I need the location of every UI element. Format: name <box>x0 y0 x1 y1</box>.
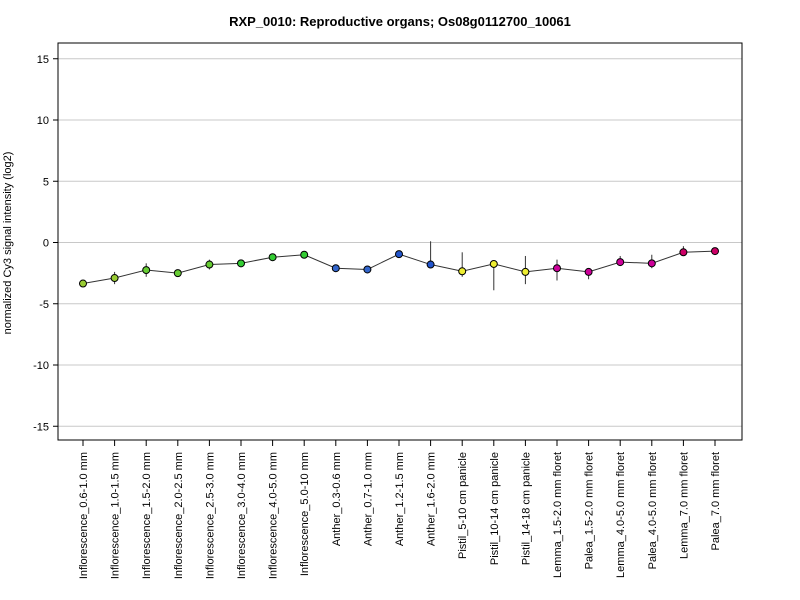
data-point <box>458 267 467 276</box>
data-point <box>489 259 498 268</box>
data-point <box>553 264 561 273</box>
data-point <box>142 266 151 275</box>
data-point <box>616 258 625 267</box>
x-tick-label: Inflorescence_3.0-4.0 mm <box>236 452 248 579</box>
x-axis: Inflorescence_0.6-1.0 mm Inflorescence_1.… <box>78 440 722 579</box>
data-point <box>173 269 182 278</box>
data-point <box>79 279 87 288</box>
data-point <box>647 259 656 268</box>
y-tick-label: -10 <box>33 360 49 372</box>
x-tick-label: Pistil_10-14 cm panicle <box>489 452 501 565</box>
y-tick-label: 5 <box>43 176 49 188</box>
data-points <box>79 247 719 288</box>
x-tick-label: Pistil_5-10 cm panicle <box>457 452 469 559</box>
x-tick-label: Inflorescence_1.5-2.0 mm <box>141 452 153 579</box>
data-point <box>110 274 119 283</box>
y-tick-label: 0 <box>43 238 49 250</box>
data-point <box>268 253 277 262</box>
x-tick-label: Inflorescence_2.0-2.5 mm <box>173 452 185 579</box>
data-point <box>363 265 372 274</box>
plot-frame <box>57 42 743 441</box>
data-point <box>426 260 435 269</box>
x-tick-label: Palea_1.5-2.0 mm floret <box>584 452 596 569</box>
y-axis-label: normalized Cy3 signal intensity (log2) <box>2 152 14 335</box>
data-point <box>584 267 593 276</box>
grid-lines <box>58 58 742 427</box>
data-point <box>205 260 214 269</box>
x-tick-label: Palea_7.0 mm floret <box>710 452 722 550</box>
data-point <box>521 267 530 276</box>
x-tick-label: Lemma_4.0-5.0 mm floret <box>615 452 627 578</box>
x-tick-label: Inflorescence_5.0-10 mm <box>299 452 311 576</box>
x-tick-label: Anther_0.7-1.0 mm <box>362 452 374 546</box>
x-tick-label: Anther_1.2-1.5 mm <box>394 452 406 546</box>
data-point <box>679 248 688 257</box>
x-tick-label: Inflorescence_1.0-1.5 mm <box>110 452 122 579</box>
x-tick-label: Pistil_14-18 cm panicle <box>520 452 532 565</box>
y-tick-label: -15 <box>33 421 49 433</box>
data-point <box>331 264 340 273</box>
data-point <box>711 247 719 256</box>
x-tick-label: Anther_1.6-2.0 mm <box>426 452 438 546</box>
data-point <box>300 250 309 259</box>
y-tick-label: 15 <box>37 54 49 66</box>
x-tick-label: Palea_4.0-5.0 mm floret <box>647 452 659 569</box>
data-point <box>237 259 245 268</box>
y-axis: -15 -10 -5 0 5 10 15 <box>33 54 58 433</box>
chart-title: RXP_0010: Reproductive organs; Os08g0112… <box>229 14 571 29</box>
x-tick-label: Inflorescence_4.0-5.0 mm <box>268 452 280 579</box>
x-tick-label: Inflorescence_0.6-1.0 mm <box>78 452 90 579</box>
data-point <box>395 250 403 259</box>
x-tick-label: Lemma_7.0 mm floret <box>678 452 690 559</box>
x-tick-label: Inflorescence_2.5-3.0 mm <box>204 452 216 579</box>
x-tick-label: Anther_0.3-0.6 mm <box>331 452 343 546</box>
x-tick-label: Lemma_1.5-2.0 mm floret <box>552 452 564 578</box>
y-tick-label: 10 <box>37 115 49 127</box>
y-tick-label: -5 <box>39 299 49 311</box>
